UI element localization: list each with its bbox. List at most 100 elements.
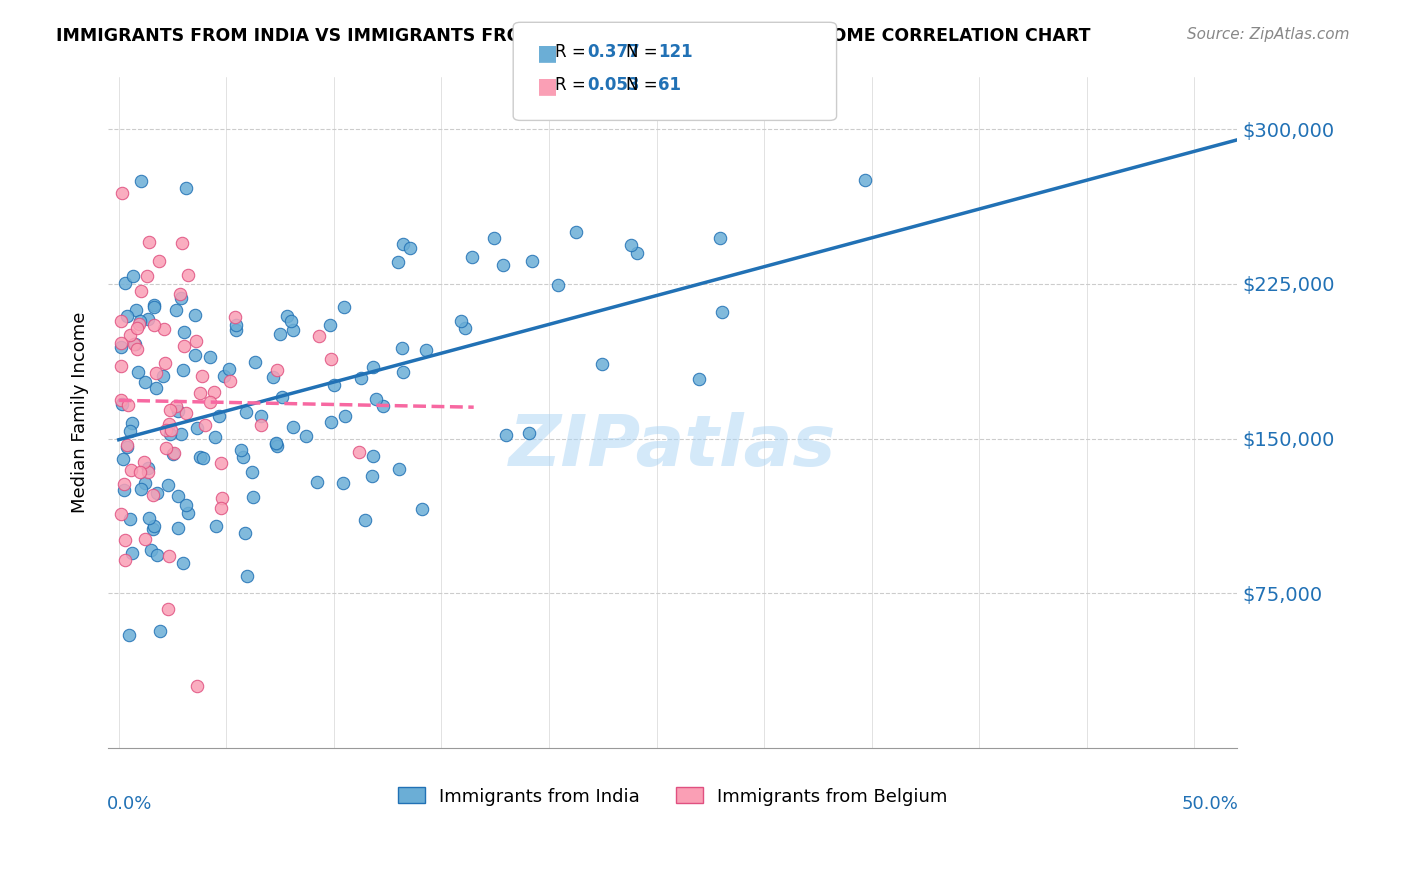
Immigrants from India [121, 268, 143, 283]
Text: ZIPatlas: ZIPatlas [509, 412, 837, 481]
Immigrants from Belgium [224, 310, 246, 325]
Immigrants from Belgium [145, 366, 167, 380]
Text: 50.0%: 50.0% [1181, 795, 1239, 813]
Immigrants from India [146, 486, 169, 500]
Immigrants from Belgium [136, 268, 159, 283]
Immigrants from India [484, 231, 506, 245]
Immigrants from India [240, 465, 263, 479]
Immigrants from India [853, 172, 876, 186]
Immigrants from India [121, 546, 143, 560]
Immigrants from India [262, 369, 284, 384]
Immigrants from India [112, 483, 135, 497]
Immigrants from India [134, 475, 156, 490]
Immigrants from India [124, 337, 146, 351]
Immigrants from India [495, 428, 517, 442]
Immigrants from Belgium [132, 455, 155, 469]
Immigrants from India [149, 624, 172, 638]
Immigrants from India [167, 489, 190, 503]
Immigrants from India [115, 440, 138, 454]
Immigrants from Belgium [114, 553, 136, 567]
Immigrants from India [110, 340, 132, 354]
Immigrants from India [204, 430, 226, 444]
Text: IMMIGRANTS FROM INDIA VS IMMIGRANTS FROM BELGIUM MEDIAN FAMILY INCOME CORRELATIO: IMMIGRANTS FROM INDIA VS IMMIGRANTS FROM… [56, 27, 1091, 45]
Immigrants from India [142, 519, 165, 533]
Immigrants from India [392, 365, 415, 379]
Immigrants from India [184, 348, 207, 362]
Immigrants from India [319, 415, 342, 429]
Immigrants from Belgium [157, 417, 180, 431]
Text: 0.377: 0.377 [588, 43, 641, 61]
Immigrants from India [270, 390, 292, 404]
Immigrants from Belgium [120, 463, 142, 477]
Immigrants from Belgium [194, 418, 217, 433]
Immigrants from Belgium [111, 186, 134, 201]
Immigrants from India [111, 397, 134, 411]
Immigrants from India [373, 399, 395, 413]
Immigrants from India [269, 327, 291, 342]
Immigrants from Belgium [136, 465, 159, 479]
Immigrants from India [626, 246, 648, 260]
Immigrants from India [322, 378, 344, 392]
Immigrants from India [547, 277, 569, 292]
Immigrants from India [335, 409, 357, 423]
Immigrants from India [564, 225, 586, 239]
Immigrants from Belgium [219, 374, 242, 388]
Immigrants from India [198, 350, 221, 364]
Immigrants from India [134, 376, 156, 390]
Immigrants from India [176, 181, 198, 195]
Text: 121: 121 [658, 43, 693, 61]
Immigrants from India [188, 450, 211, 465]
Immigrants from India [142, 522, 165, 536]
Immigrants from Belgium [160, 424, 183, 438]
Immigrants from India [710, 305, 733, 319]
Immigrants from India [145, 381, 167, 395]
Immigrants from India [115, 309, 138, 323]
Immigrants from India [172, 556, 194, 570]
Immigrants from Belgium [110, 392, 132, 407]
Immigrants from India [143, 300, 166, 314]
Immigrants from India [688, 372, 710, 386]
Immigrants from India [136, 461, 159, 475]
Immigrants from India [319, 318, 342, 332]
Immigrants from India [138, 510, 160, 524]
Immigrants from India [242, 490, 264, 504]
Immigrants from Belgium [157, 549, 180, 563]
Immigrants from India [139, 542, 162, 557]
Immigrants from India [152, 369, 174, 384]
Immigrants from India [517, 426, 540, 441]
Immigrants from Belgium [347, 445, 370, 459]
Immigrants from India [166, 404, 188, 418]
Immigrants from Belgium [176, 405, 198, 419]
Immigrants from India [709, 230, 731, 244]
Immigrants from India [125, 303, 148, 318]
Immigrants from India [186, 421, 208, 435]
Immigrants from Belgium [170, 236, 193, 251]
Immigrants from India [183, 308, 205, 322]
Immigrants from Belgium [124, 336, 146, 351]
Immigrants from Belgium [202, 384, 225, 399]
Immigrants from Belgium [127, 320, 149, 334]
Immigrants from Belgium [152, 322, 174, 336]
Immigrants from India [350, 371, 373, 385]
Immigrants from India [280, 314, 302, 328]
Immigrants from India [276, 309, 298, 323]
Immigrants from India [392, 237, 415, 252]
Immigrants from Belgium [114, 533, 136, 548]
Immigrants from Belgium [142, 488, 165, 502]
Immigrants from India [492, 258, 515, 272]
Text: N =: N = [626, 43, 662, 61]
Immigrants from India [170, 427, 193, 442]
Immigrants from India [520, 253, 543, 268]
Immigrants from India [461, 251, 484, 265]
Immigrants from India [170, 291, 193, 305]
Immigrants from India [229, 442, 252, 457]
Immigrants from India [619, 238, 641, 252]
Immigrants from Belgium [127, 342, 149, 356]
Text: ■: ■ [537, 76, 558, 95]
Immigrants from Belgium [155, 441, 177, 455]
Immigrants from India [266, 439, 288, 453]
Immigrants from India [129, 174, 152, 188]
Text: ■: ■ [537, 43, 558, 62]
Immigrants from India [235, 405, 257, 419]
Text: Source: ZipAtlas.com: Source: ZipAtlas.com [1187, 27, 1350, 42]
